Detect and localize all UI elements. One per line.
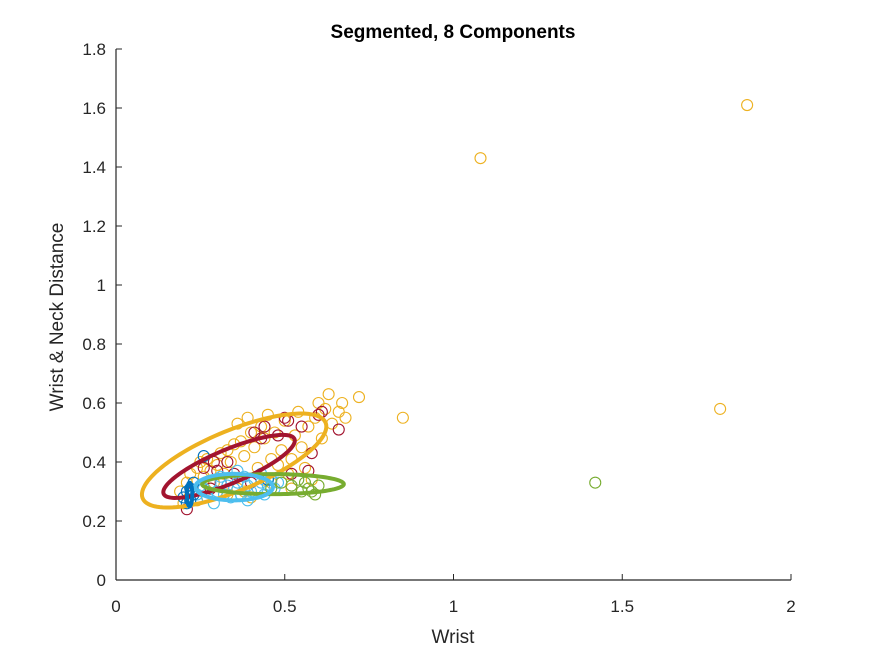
y-tick-label: 1.8 bbox=[82, 40, 106, 59]
scatter-series bbox=[174, 99, 754, 510]
data-point bbox=[741, 99, 754, 112]
x-axis-title: Wrist bbox=[432, 627, 476, 648]
data-point bbox=[295, 420, 308, 433]
component-ellipse bbox=[139, 411, 329, 510]
y-tick-label: 1.4 bbox=[82, 158, 106, 177]
component-ellipse bbox=[193, 471, 275, 503]
x-tick-label: 1.5 bbox=[610, 597, 634, 616]
y-tick-label: 0 bbox=[97, 571, 106, 590]
x-tick-label: 0.5 bbox=[273, 597, 297, 616]
data-point bbox=[315, 432, 328, 445]
chart-title: Segmented, 8 Components bbox=[331, 22, 576, 43]
data-point bbox=[589, 476, 602, 489]
component-ellipse bbox=[200, 472, 346, 497]
data-point bbox=[285, 479, 298, 492]
x-tick-label: 0 bbox=[111, 597, 120, 616]
data-point bbox=[322, 388, 335, 401]
data-point bbox=[352, 391, 366, 404]
x-axis: 0 0.5 1 1.5 2 bbox=[111, 574, 796, 616]
data-point bbox=[474, 152, 487, 165]
y-axis: 0 0.2 0.4 0.6 0.8 1 1.2 1.4 1.6 1.8 bbox=[82, 40, 122, 590]
data-point bbox=[298, 461, 312, 474]
y-tick-label: 0.4 bbox=[82, 453, 106, 472]
data-point bbox=[224, 455, 237, 469]
component-ellipse bbox=[161, 432, 297, 500]
y-tick-label: 1 bbox=[97, 276, 106, 295]
component-ellipse bbox=[184, 480, 195, 509]
data-point bbox=[221, 455, 234, 469]
data-point bbox=[197, 461, 210, 474]
data-point bbox=[714, 402, 727, 415]
y-tick-label: 1.6 bbox=[82, 99, 106, 118]
data-point bbox=[339, 411, 352, 424]
data-point bbox=[278, 411, 291, 424]
y-tick-label: 0.6 bbox=[82, 394, 106, 413]
data-point bbox=[332, 423, 345, 436]
data-point bbox=[295, 441, 308, 454]
data-point bbox=[238, 450, 251, 463]
data-point bbox=[302, 420, 315, 433]
y-tick-label: 1.2 bbox=[82, 217, 106, 236]
y-tick-label: 0.2 bbox=[82, 512, 106, 531]
data-point bbox=[396, 411, 409, 424]
data-point bbox=[268, 426, 281, 439]
x-tick-label: 2 bbox=[786, 597, 795, 616]
plot-area bbox=[139, 99, 754, 516]
y-axis-title: Wrist & Neck Distance bbox=[47, 223, 68, 412]
y-tick-label: 0.8 bbox=[82, 335, 106, 354]
data-point bbox=[336, 396, 349, 410]
data-point bbox=[258, 420, 271, 433]
data-point bbox=[319, 402, 332, 415]
data-point bbox=[244, 426, 258, 439]
x-tick-label: 1 bbox=[449, 597, 458, 616]
